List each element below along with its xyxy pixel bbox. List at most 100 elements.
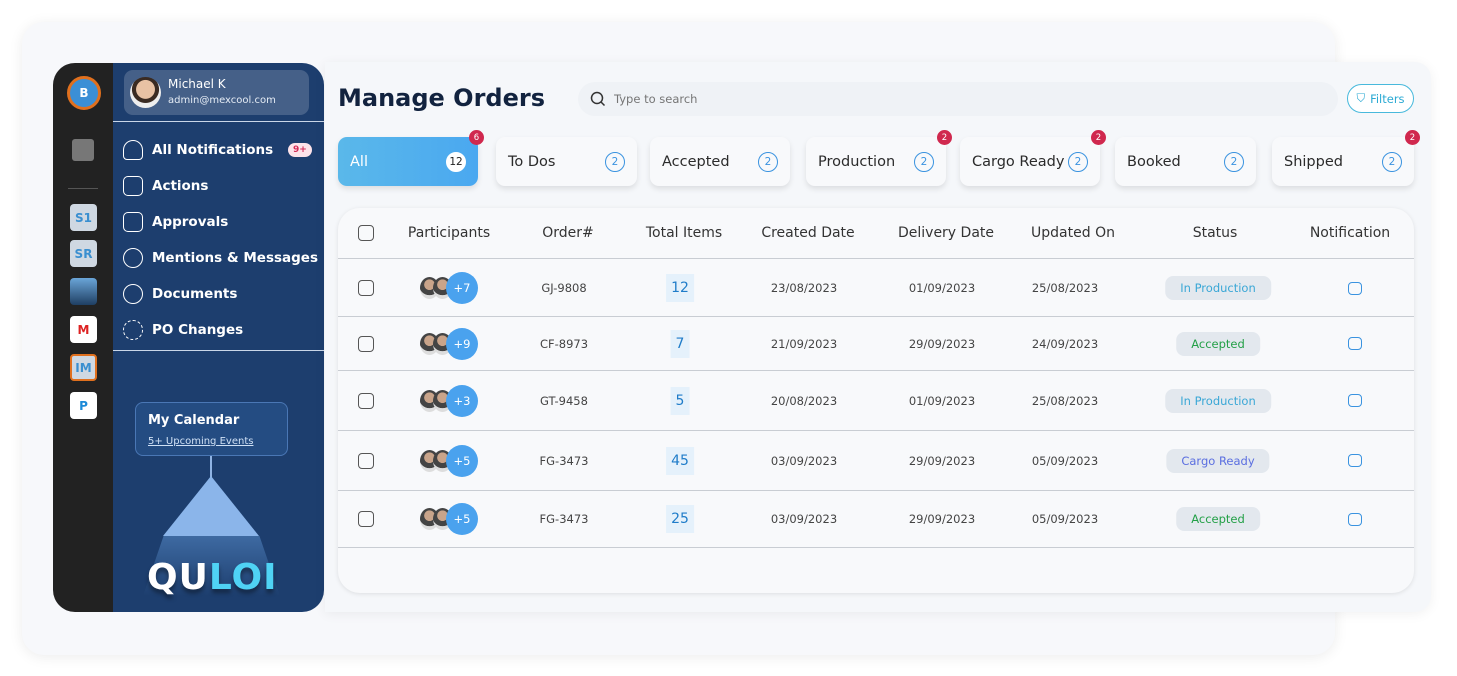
col-participants: Participants — [407, 225, 491, 241]
created-date: 03/09/2023 — [770, 453, 838, 468]
order-number[interactable]: GT-9458 — [540, 393, 588, 408]
app-p-logo[interactable]: P — [70, 392, 97, 419]
tab-label: Booked — [1127, 153, 1181, 170]
created-date: 21/09/2023 — [770, 336, 838, 351]
order-number[interactable]: FG-3473 — [539, 512, 589, 526]
app-ship-image[interactable] — [70, 278, 97, 305]
row-checkbox[interactable] — [358, 280, 374, 296]
order-number[interactable]: GJ-9808 — [541, 281, 587, 295]
page-title: Manage Orders — [338, 84, 545, 112]
divider — [113, 121, 324, 122]
logo-part: QU — [147, 557, 209, 598]
calendar-card[interactable]: My Calendar 5+ Upcoming Events — [135, 402, 288, 456]
app-m-logo[interactable]: M — [70, 316, 97, 343]
participants[interactable]: +9 — [420, 327, 478, 360]
tab-count: 2 — [605, 151, 625, 172]
lamp-illustration — [163, 476, 259, 536]
chat-notification-icon[interactable] — [1348, 394, 1362, 407]
more-participants: +5 — [446, 444, 478, 477]
updated-on: 05/09/2023 — [1031, 512, 1099, 526]
search-bar[interactable] — [578, 82, 1338, 116]
sidebar-item-label: Mentions & Messages — [152, 250, 319, 266]
filters-button[interactable]: ⛉ Filters — [1347, 84, 1414, 113]
sidebar-item-po-changes[interactable]: PO Changes — [123, 320, 243, 340]
tab-to-dos[interactable]: To Dos 2 — [496, 137, 637, 186]
calendar-title: My Calendar — [148, 413, 240, 428]
tab-count: 2 — [914, 151, 934, 172]
chat-notification-icon[interactable] — [1348, 281, 1362, 295]
chat-icon — [123, 248, 143, 268]
user-card[interactable]: Michael K admin@mexcool.com — [124, 70, 309, 115]
col-notification: Notification — [1309, 225, 1391, 241]
app-sr[interactable]: SR — [70, 240, 97, 267]
sidebar-item-approvals[interactable]: Approvals — [123, 212, 228, 232]
col-delivery-date: Delivery Date — [897, 225, 995, 241]
avatar — [130, 77, 161, 108]
tab-all[interactable]: All 12 6 — [338, 130, 484, 186]
delivery-date: 29/09/2023 — [908, 336, 976, 351]
participants[interactable]: +5 — [420, 444, 478, 477]
created-date: 20/08/2023 — [770, 393, 838, 408]
table-row[interactable]: +9 CF-8973 7 21/09/2023 29/09/2023 24/09… — [338, 317, 1414, 371]
status-badge: In Production — [1165, 388, 1271, 413]
delivery-date: 01/09/2023 — [908, 281, 976, 295]
tab-label: To Dos — [508, 153, 556, 170]
sidebar: Michael K admin@mexcool.com All Notifica… — [113, 63, 324, 612]
sidebar-item-documents[interactable]: Documents — [123, 284, 237, 304]
sidebar-item-actions[interactable]: Actions — [123, 176, 208, 196]
select-all-checkbox[interactable] — [358, 225, 374, 241]
participants[interactable]: +7 — [420, 272, 478, 304]
row-checkbox[interactable] — [358, 392, 374, 409]
tab-accepted[interactable]: Accepted 2 — [650, 137, 790, 186]
updated-on: 25/08/2023 — [1031, 281, 1099, 295]
participants[interactable]: +5 — [420, 503, 478, 535]
package-icon[interactable] — [72, 139, 94, 161]
tab-production[interactable]: Production 2 2 — [806, 130, 952, 186]
row-checkbox[interactable] — [358, 452, 374, 469]
col-total-items: Total Items — [645, 225, 723, 241]
sidebar-item-all-notifications[interactable]: All Notifications — [123, 140, 273, 160]
user-email: admin@mexcool.com — [168, 95, 276, 106]
status-badge: Accepted — [1176, 331, 1260, 356]
order-number[interactable]: FG-3473 — [539, 453, 589, 468]
order-number[interactable]: CF-8973 — [539, 336, 589, 351]
table-row[interactable]: +5 FG-3473 25 03/09/2023 29/09/2023 05/0… — [338, 491, 1414, 548]
sidebar-item-mentions[interactable]: Mentions & Messages — [123, 248, 318, 268]
more-participants: +3 — [446, 384, 478, 417]
row-checkbox[interactable] — [358, 335, 374, 352]
row-checkbox[interactable] — [358, 511, 374, 527]
participants[interactable]: +3 — [420, 384, 478, 417]
tab-count: 12 — [446, 151, 466, 172]
tab-label: All — [350, 153, 368, 170]
tab-cargo-ready[interactable]: Cargo Ready 2 2 — [960, 130, 1106, 186]
chat-notification-icon[interactable] — [1348, 337, 1362, 350]
app-s1[interactable]: S1 — [70, 204, 97, 231]
table-row[interactable]: +3 GT-9458 5 20/08/2023 01/09/2023 25/08… — [338, 371, 1414, 431]
app-im[interactable]: IM — [70, 354, 97, 381]
tab-label: Cargo Ready — [972, 153, 1065, 170]
search-input[interactable] — [614, 92, 1214, 106]
tab-count: 2 — [1224, 151, 1244, 172]
created-date: 03/09/2023 — [770, 512, 838, 526]
logo-part: LOI — [208, 557, 278, 598]
exchange-icon — [123, 320, 143, 340]
chat-notification-icon[interactable] — [1348, 512, 1362, 526]
table-row[interactable]: +5 FG-3473 45 03/09/2023 29/09/2023 05/0… — [338, 431, 1414, 491]
table-header: Participants Order# Total Items Created … — [338, 208, 1414, 259]
tab-shipped[interactable]: Shipped 2 2 — [1272, 130, 1420, 186]
company-logo[interactable]: B — [67, 76, 101, 110]
total-items: 5 — [670, 386, 690, 415]
documents-icon — [123, 284, 143, 304]
search-icon — [590, 91, 606, 107]
status-badge: Cargo Ready — [1166, 448, 1270, 473]
table-row[interactable]: +7 GJ-9808 12 23/08/2023 01/09/2023 25/0… — [338, 260, 1414, 317]
updated-on: 24/09/2023 — [1031, 336, 1099, 351]
upcoming-events-link[interactable]: 5+ Upcoming Events — [148, 436, 254, 447]
updated-on: 25/08/2023 — [1031, 393, 1099, 408]
divider — [113, 350, 324, 351]
chat-notification-icon[interactable] — [1348, 454, 1362, 467]
tab-booked[interactable]: Booked 2 — [1115, 137, 1256, 186]
notification-badge: 9+ — [288, 143, 312, 157]
status-badge: In Production — [1165, 276, 1271, 300]
